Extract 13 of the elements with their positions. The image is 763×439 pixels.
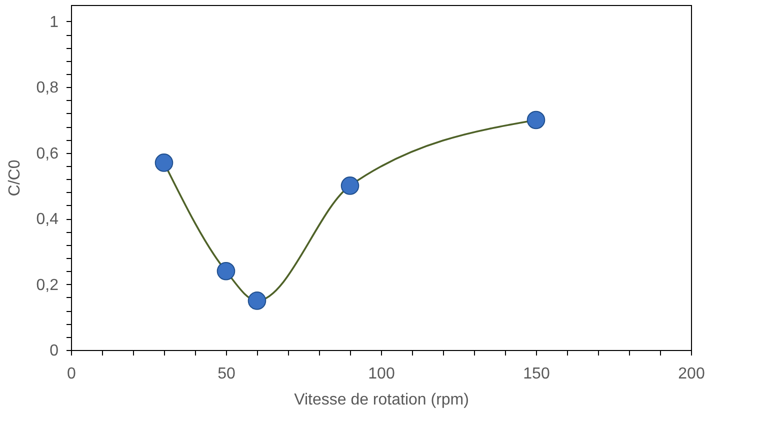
y-tick-label: 1 — [50, 14, 59, 31]
y-tick-label: 0,4 — [36, 211, 59, 228]
x-tick-label: 50 — [218, 366, 236, 382]
y-tick-label: 0 — [50, 342, 59, 360]
x-tick-label: 200 — [678, 366, 705, 382]
y-tick-label: 0,8 — [36, 80, 59, 97]
y-tick-label: 0,6 — [36, 145, 59, 162]
x-axis-title: Vitesse de rotation (rpm) — [294, 392, 469, 408]
x-tick-label: 150 — [523, 366, 550, 382]
y-tick-label: 0,2 — [36, 276, 59, 294]
x-tick-label: 100 — [368, 366, 395, 382]
y-axis-title: C/C0 — [6, 160, 24, 196]
x-tick-label: 0 — [67, 366, 76, 382]
